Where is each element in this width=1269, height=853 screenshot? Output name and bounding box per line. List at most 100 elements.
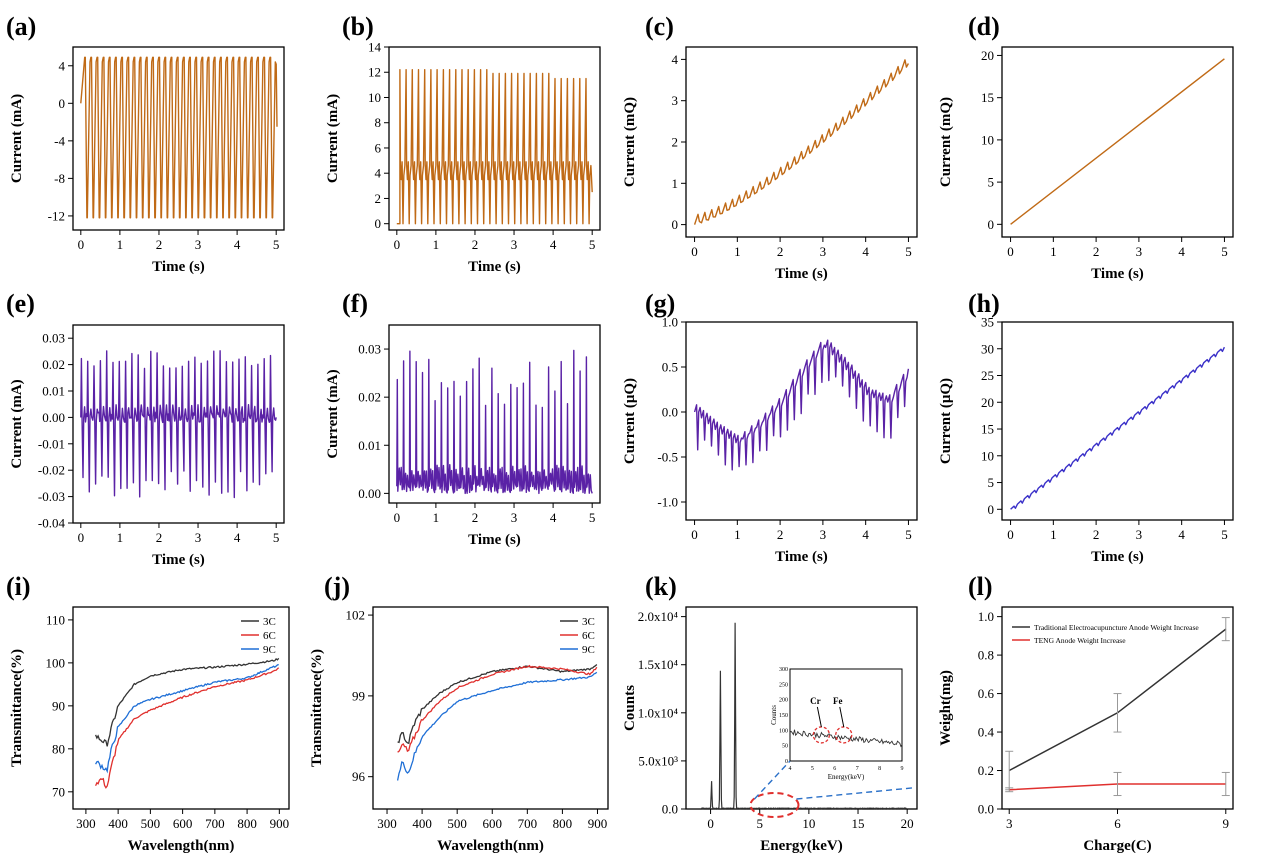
panel-label: (l) (968, 572, 993, 601)
x-tick-label: 0 (394, 510, 401, 525)
x-tick-label: 300 (76, 816, 96, 831)
x-tick-label: 5 (1221, 244, 1228, 259)
y-tick-label: 0.0 (662, 802, 678, 817)
series-line-9C (396, 671, 598, 781)
x-tick-label: 3 (195, 530, 202, 545)
y-axis-title: Weight(mg) (938, 670, 954, 746)
plot-frame (372, 606, 609, 810)
x-tick-label: 0 (691, 244, 698, 259)
y-tick-label: 12 (368, 65, 381, 80)
y-tick-label: 0.00 (358, 486, 381, 501)
x-tick-label: 2 (1093, 244, 1100, 259)
x-tick-label: 0 (707, 816, 714, 831)
panel-label: (a) (6, 12, 36, 41)
y-tick-label: 14 (368, 40, 382, 55)
legend-label: 9C (263, 644, 276, 656)
legend-label: 6C (263, 630, 276, 642)
plot-frame (1001, 321, 1234, 521)
plot-frame (72, 46, 285, 231)
y-tick-label: 0.4 (978, 725, 995, 740)
x-tick-label: 4 (234, 530, 241, 545)
y-tick-label: 8 (375, 115, 382, 130)
y-tick-label: -0.01 (38, 436, 65, 451)
y-axis-title: Transmittance(%) (9, 649, 25, 767)
x-tick-label: 2 (777, 244, 784, 259)
x-tick-label: 3 (1136, 527, 1143, 542)
x-tick-label: 1 (1050, 527, 1057, 542)
panel-label: (g) (645, 289, 675, 318)
inset-y-title: Counts (770, 705, 778, 725)
y-tick-label: -0.5 (657, 450, 678, 465)
x-tick-label: 4 (862, 527, 869, 542)
panel-label: (i) (6, 572, 31, 601)
x-tick-label: 3 (820, 244, 827, 259)
y-tick-label: 102 (346, 608, 366, 623)
panel-7: (h) 0 1 2 3 4 5 0 5 10 15 20 25 30 35 Time (s) Current (… (938, 289, 1234, 565)
panel-label: (k) (645, 572, 677, 601)
data-line (80, 56, 278, 219)
x-tick-label: 1 (117, 237, 124, 252)
y-tick-label: 20 (981, 48, 994, 63)
x-axis-title: Time (s) (775, 266, 828, 282)
inset-annotation: Cr (810, 696, 821, 706)
y-tick-label: 99 (352, 688, 365, 703)
series-line-9C (95, 663, 279, 774)
y-tick-label: 0.2 (978, 763, 994, 778)
data-line (80, 350, 277, 499)
y-tick-label: 80 (52, 741, 65, 756)
y-tick-label: 15 (981, 422, 994, 437)
inset-y-tick-label: 300 (779, 667, 788, 673)
inset-chart: 4 5 6 7 8 9 0 50 100 150 200 250 300 Energy(keV) Count… (770, 667, 904, 781)
plot-frame (388, 46, 601, 231)
panel-2: (c) 0 1 2 3 4 5 0 1 2 3 4 Time (s) Current (mQ) (622, 12, 918, 282)
inset-spectrum (789, 729, 903, 748)
inset-y-tick-label: 150 (779, 713, 788, 719)
y-tick-label: 0.01 (358, 438, 381, 453)
y-tick-label: 70 (52, 784, 65, 799)
x-tick-label: 0 (691, 527, 698, 542)
x-tick-label: 0 (78, 530, 85, 545)
x-tick-label: 1 (734, 527, 741, 542)
series-line-3C (95, 657, 280, 747)
data-line (396, 349, 593, 495)
x-tick-label: 5 (1221, 527, 1228, 542)
y-tick-label: 0.03 (358, 342, 381, 357)
y-tick-label: 2 (672, 135, 679, 150)
x-tick-label: 2 (1093, 527, 1100, 542)
inset-x-tick-label: 9 (901, 766, 904, 772)
y-tick-label: 30 (981, 341, 994, 356)
y-tick-label: 0 (988, 217, 995, 232)
legend-label: TENG Anode Weight Increase (1034, 636, 1126, 645)
plot-frame (72, 606, 290, 810)
y-tick-label: 1.0x10⁴ (638, 705, 679, 720)
x-axis-title: Energy(keV) (760, 838, 843, 853)
x-tick-label: 900 (270, 816, 290, 831)
panel-11: (l) 3 6 9 0.0 0.2 0.4 0.6 0.8 1.0 Charge(C) Weight(… (938, 572, 1234, 853)
x-tick-label: 5 (756, 816, 763, 831)
y-tick-label: 4 (672, 52, 679, 67)
x-tick-label: 3 (1006, 816, 1013, 831)
inset-annotation: Fe (833, 696, 843, 706)
y-axis-title: Current (mA) (9, 379, 25, 468)
x-tick-label: 4 (1178, 244, 1185, 259)
plot-frame (72, 324, 285, 524)
y-tick-label: 3 (672, 93, 679, 108)
y-tick-label: 0.8 (978, 648, 994, 663)
inset-y-tick-label: 50 (782, 744, 788, 750)
y-axis-title: Current (mA) (325, 94, 341, 183)
data-line (396, 69, 593, 225)
y-tick-label: 0 (59, 96, 66, 111)
inset-y-tick-label: 250 (779, 682, 788, 688)
x-axis-title: Time (s) (775, 549, 828, 565)
y-tick-label: 0 (988, 502, 995, 517)
x-tick-label: 700 (518, 816, 538, 831)
series-line-6C (95, 667, 280, 789)
x-tick-label: 1 (433, 237, 440, 252)
legend-label: 6C (582, 630, 595, 642)
x-tick-label: 2 (472, 237, 479, 252)
x-tick-label: 4 (862, 244, 869, 259)
x-tick-label: 5 (589, 510, 596, 525)
x-tick-label: 2 (156, 237, 163, 252)
panel-label: (e) (6, 289, 35, 318)
x-tick-label: 1 (433, 510, 440, 525)
